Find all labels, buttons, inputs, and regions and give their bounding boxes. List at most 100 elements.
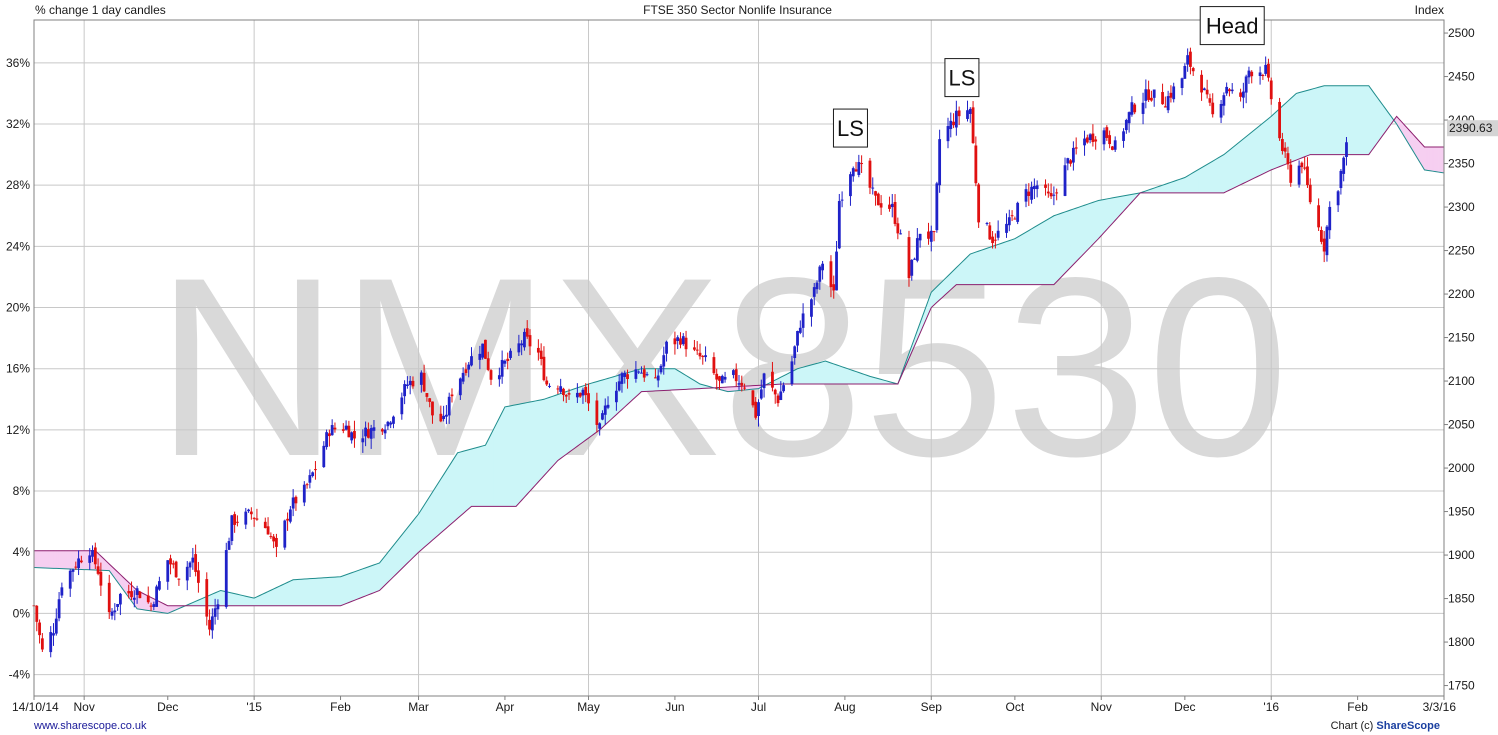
- cloud-segment: [1270, 113, 1275, 171]
- cloud-segment: [1315, 86, 1319, 155]
- cloud-segment: [964, 256, 968, 285]
- x-tick-label: Jul: [751, 700, 766, 714]
- candle-down: [1322, 238, 1326, 252]
- cloud-segment: [839, 365, 843, 385]
- cloud-segment: [510, 404, 514, 507]
- cloud-segment: [42, 550, 46, 569]
- candle-down: [1200, 74, 1203, 93]
- candle-up: [1083, 138, 1086, 146]
- candle-up: [1222, 95, 1226, 106]
- cloud-segment: [1374, 92, 1378, 148]
- candle-up: [559, 386, 563, 392]
- candle-down: [595, 400, 599, 425]
- y-right-tick-label: 1950: [1448, 505, 1475, 519]
- cloud-segment: [39, 550, 43, 569]
- cloud-segment: [1053, 214, 1057, 286]
- cloud-segment: [1100, 199, 1105, 237]
- cloud-segment: [794, 368, 798, 385]
- cloud-segment: [487, 434, 492, 507]
- candle-up: [1328, 206, 1332, 231]
- cloud-segment: [546, 396, 550, 474]
- candle-down: [1150, 97, 1153, 101]
- candle-up: [405, 384, 409, 386]
- cloud-segment: [368, 565, 372, 596]
- candle-up: [645, 374, 649, 376]
- cloud-segment: [1371, 88, 1375, 152]
- cloud-segment: [1206, 162, 1211, 194]
- candle-up: [659, 365, 663, 373]
- candle-down: [712, 357, 716, 374]
- candles: [32, 47, 1348, 658]
- cloud-segment: [532, 400, 536, 489]
- candle-down: [626, 374, 629, 380]
- x-tick-label: Feb: [1347, 700, 1368, 714]
- cloud-segment: [1034, 225, 1038, 285]
- candle-up: [614, 390, 618, 403]
- cloud-segment: [61, 550, 65, 570]
- last-price-box: [1447, 120, 1498, 137]
- cloud-segment: [1081, 204, 1085, 257]
- candle-up: [793, 346, 797, 359]
- candle-up: [383, 429, 387, 434]
- candle-down: [38, 622, 41, 636]
- cloud-segment: [682, 373, 687, 390]
- cloud-segment: [465, 449, 470, 512]
- x-tick-label: Dec: [1174, 700, 1195, 714]
- candle-up: [308, 475, 312, 483]
- cloud-segment: [473, 447, 478, 507]
- candle-up: [247, 509, 250, 512]
- candle-up: [467, 364, 471, 370]
- cloud-segment: [446, 464, 450, 529]
- cloud-segment: [432, 486, 436, 541]
- candle-up: [68, 570, 72, 589]
- cloud-segment: [1070, 208, 1074, 269]
- candle-up: [60, 587, 64, 596]
- footer-website[interactable]: www.sharescope.co.uk: [34, 720, 147, 732]
- cloud-segment: [356, 569, 361, 600]
- cloud-segment: [833, 363, 837, 385]
- candle-down: [1169, 92, 1173, 98]
- cloud-segment: [1198, 167, 1202, 194]
- candle-down: [411, 380, 415, 387]
- cloud-segment: [370, 564, 375, 595]
- candle-up: [497, 375, 501, 380]
- candle-up: [185, 566, 189, 581]
- candle-down: [1013, 218, 1017, 220]
- candle-up: [520, 343, 524, 346]
- cloud-segment: [992, 244, 996, 285]
- pattern-label: LS: [948, 66, 975, 91]
- candle-up: [135, 588, 139, 595]
- candle-up: [1336, 191, 1340, 206]
- candle-up: [350, 432, 354, 441]
- cloud-segment: [610, 376, 614, 421]
- candle-down: [1091, 133, 1095, 142]
- cloud-segment: [1382, 103, 1386, 137]
- candle-up: [575, 392, 579, 398]
- x-tick-label: Apr: [496, 700, 515, 714]
- cloud-segment: [482, 444, 486, 507]
- candle-up: [821, 263, 824, 271]
- cloud-segment: [858, 372, 862, 385]
- cloud-segment: [1098, 199, 1102, 240]
- cloud-segment: [53, 550, 57, 569]
- candle-down: [431, 401, 434, 416]
- candle-down: [1319, 230, 1323, 242]
- candle-up: [1005, 223, 1008, 233]
- candle-up: [603, 405, 607, 415]
- y-left-tick-label: 12%: [6, 423, 30, 437]
- candle-down: [743, 387, 746, 389]
- candle-down: [428, 398, 432, 402]
- candle-up: [57, 599, 61, 619]
- cloud-segment: [1087, 202, 1091, 251]
- candle-up: [227, 541, 231, 550]
- candle-up: [723, 376, 727, 380]
- candle-down: [169, 558, 172, 565]
- cloud-segment: [303, 578, 308, 607]
- candle-down: [1133, 104, 1137, 113]
- cloud-segment: [1273, 110, 1278, 170]
- x-tick-label: Aug: [834, 700, 855, 714]
- cloud-segment: [671, 368, 676, 391]
- cloud-segment: [426, 495, 430, 546]
- candle-down: [263, 521, 267, 529]
